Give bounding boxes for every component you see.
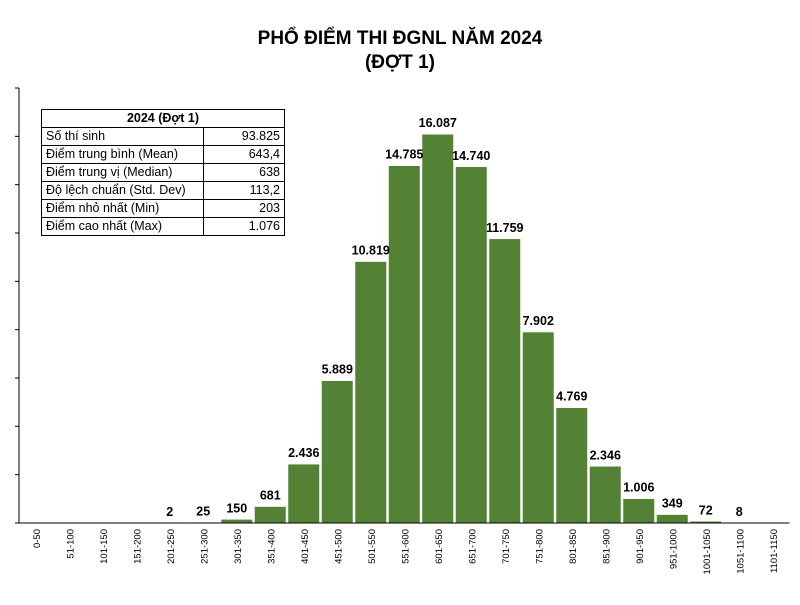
stats-row: Điểm cao nhất (Max) 1.076 [42, 218, 285, 236]
stats-label: Điểm trung vị (Median) [42, 164, 204, 182]
x-tick-label: 201-250 [166, 529, 177, 564]
stats-value: 643,4 [204, 146, 285, 164]
stats-row: Điểm trung vị (Median) 638 [42, 164, 285, 182]
stats-header-row: 2024 (Đợt 1) [42, 110, 285, 128]
bar [523, 332, 555, 523]
x-tick-label: 1101-1150 [769, 529, 780, 573]
x-tick-label: 301-350 [233, 529, 244, 564]
stats-label: Điểm nhỏ nhất (Min) [42, 200, 204, 218]
data-label: 25 [196, 504, 210, 518]
data-label: 2 [166, 505, 173, 519]
data-label: 14.785 [385, 148, 423, 162]
stats-value: 113,2 [204, 182, 285, 200]
bar [623, 499, 655, 523]
bar [389, 166, 421, 523]
bar [657, 515, 689, 523]
data-label: 7.902 [523, 314, 554, 328]
x-tick-label: 1051-1100 [735, 529, 746, 574]
x-tick-label: 0-50 [32, 529, 43, 548]
x-tick-label: 751-800 [534, 529, 545, 564]
x-tick-label: 151-200 [132, 529, 143, 564]
bar [288, 464, 320, 523]
x-tick-label: 801-850 [568, 529, 579, 564]
bar [255, 507, 287, 523]
chart-title: PHỔ ĐIỂM THI ĐGNL NĂM 2024 [0, 28, 800, 50]
stats-row: Số thí sinh 93.825 [42, 128, 285, 146]
x-tick-label: 401-450 [300, 529, 311, 564]
stats-value: 638 [204, 164, 285, 182]
x-tick-label: 351-400 [266, 529, 277, 564]
x-tick-label: 501-550 [367, 529, 378, 564]
x-tick-label: 851-900 [601, 529, 612, 564]
bar [489, 239, 521, 523]
stats-row: Điểm trung bình (Mean) 643,4 [42, 146, 285, 164]
data-label: 16.087 [419, 116, 457, 130]
x-tick-label: 1001-1050 [702, 529, 713, 574]
data-label: 14.740 [452, 149, 490, 163]
x-tick-label: 101-150 [99, 529, 110, 564]
data-label: 11.759 [486, 221, 524, 235]
data-label: 10.819 [352, 244, 390, 258]
stats-value: 203 [204, 200, 285, 218]
stats-label: Độ lệch chuẩn (Std. Dev) [42, 182, 204, 200]
stats-label: Số thí sinh [42, 128, 204, 146]
data-label: 72 [699, 503, 713, 517]
data-label: 2.346 [590, 448, 621, 462]
x-tick-label: 701-750 [501, 529, 512, 564]
stats-label: Điểm trung bình (Mean) [42, 146, 204, 164]
stats-value: 1.076 [204, 218, 285, 236]
bar [221, 519, 253, 523]
bar [456, 167, 488, 523]
x-tick-label: 251-300 [199, 529, 210, 564]
data-label: 349 [662, 497, 683, 511]
bar [355, 262, 387, 523]
x-tick-label: 551-600 [400, 529, 411, 564]
stats-header: 2024 (Đợt 1) [42, 110, 285, 128]
x-tick-label: 451-500 [333, 529, 344, 564]
data-label: 1.006 [623, 481, 654, 495]
x-tick-label: 601-650 [434, 529, 445, 564]
data-label: 8 [736, 505, 743, 519]
chart-subtitle: (ĐỢT 1) [0, 52, 800, 74]
x-tick-label: 901-950 [635, 529, 646, 564]
stats-table: 2024 (Đợt 1) Số thí sinh 93.825 Điểm tru… [41, 109, 285, 236]
data-label: 150 [226, 501, 247, 515]
data-label: 2.436 [288, 446, 319, 460]
x-tick-label: 651-700 [467, 529, 478, 564]
bar [590, 466, 622, 523]
bar [322, 381, 354, 523]
stats-label: Điểm cao nhất (Max) [42, 218, 204, 236]
data-label: 681 [260, 489, 281, 503]
stats-row: Độ lệch chuẩn (Std. Dev) 113,2 [42, 182, 285, 200]
stats-value: 93.825 [204, 128, 285, 146]
bar [422, 134, 454, 523]
data-label: 5.889 [322, 363, 353, 377]
x-tick-label: 51-100 [65, 529, 76, 559]
stats-row: Điểm nhỏ nhất (Min) 203 [42, 200, 285, 218]
bar [556, 408, 588, 523]
data-label: 4.769 [556, 390, 587, 404]
x-tick-label: 951-1000 [668, 529, 679, 569]
